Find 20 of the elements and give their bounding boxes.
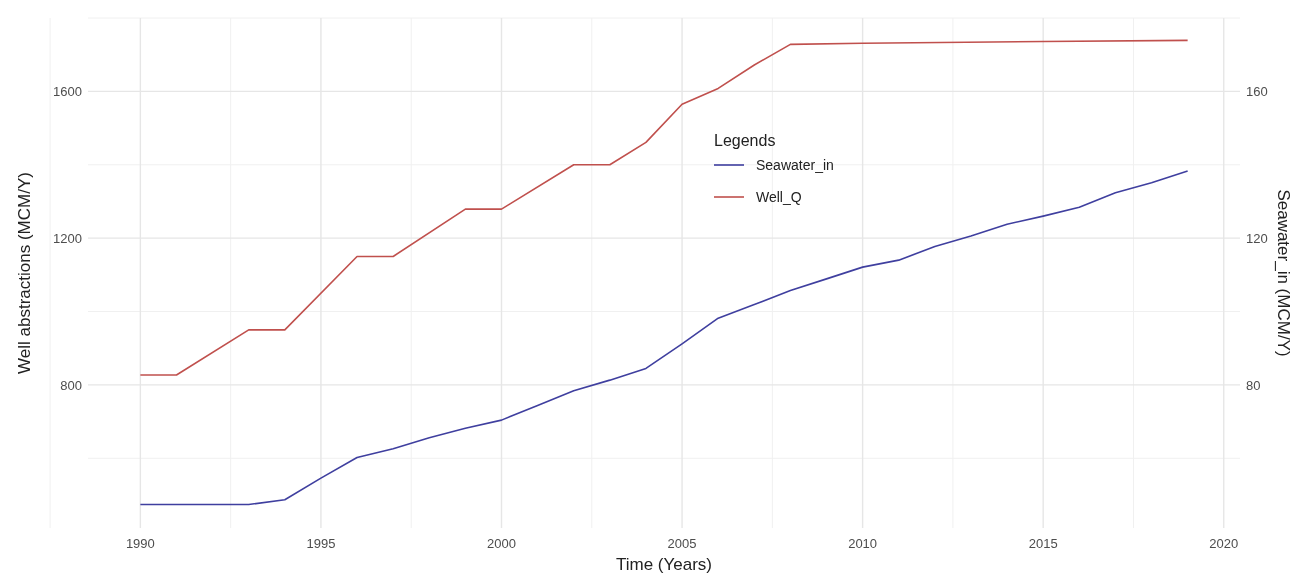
y-tick-label: 1600	[53, 84, 82, 100]
y-axis-title: Well abstractions (MCM/Y)	[15, 172, 34, 374]
x-tick-label: 1990	[125, 536, 155, 551]
x-tick-label: 2010	[848, 536, 878, 551]
y2-tick-label: 120	[1246, 231, 1268, 247]
y-tick-label: 800	[60, 377, 82, 393]
legend-label: Seawater_in	[756, 157, 834, 173]
x-tick-label: 2000	[487, 536, 516, 551]
y2-axis-title: Seawater_in (MCM/Y)	[1274, 189, 1293, 357]
x-tick-label: 2020	[1209, 536, 1239, 551]
legend-title: Legends	[714, 132, 776, 149]
y-tick-label: 1200	[53, 231, 82, 247]
y2-tick-label: 160	[1246, 84, 1268, 100]
line-series	[139, 39, 1189, 376]
x-tick-label: 2005	[667, 536, 697, 551]
legend-label: Well_Q	[756, 189, 802, 205]
y2-tick-label: 80	[1246, 377, 1261, 393]
x-tick-label: 1995	[306, 536, 336, 551]
x-tick-label: 2015	[1028, 536, 1058, 551]
x-axis-title: Time (Years)	[615, 555, 713, 574]
